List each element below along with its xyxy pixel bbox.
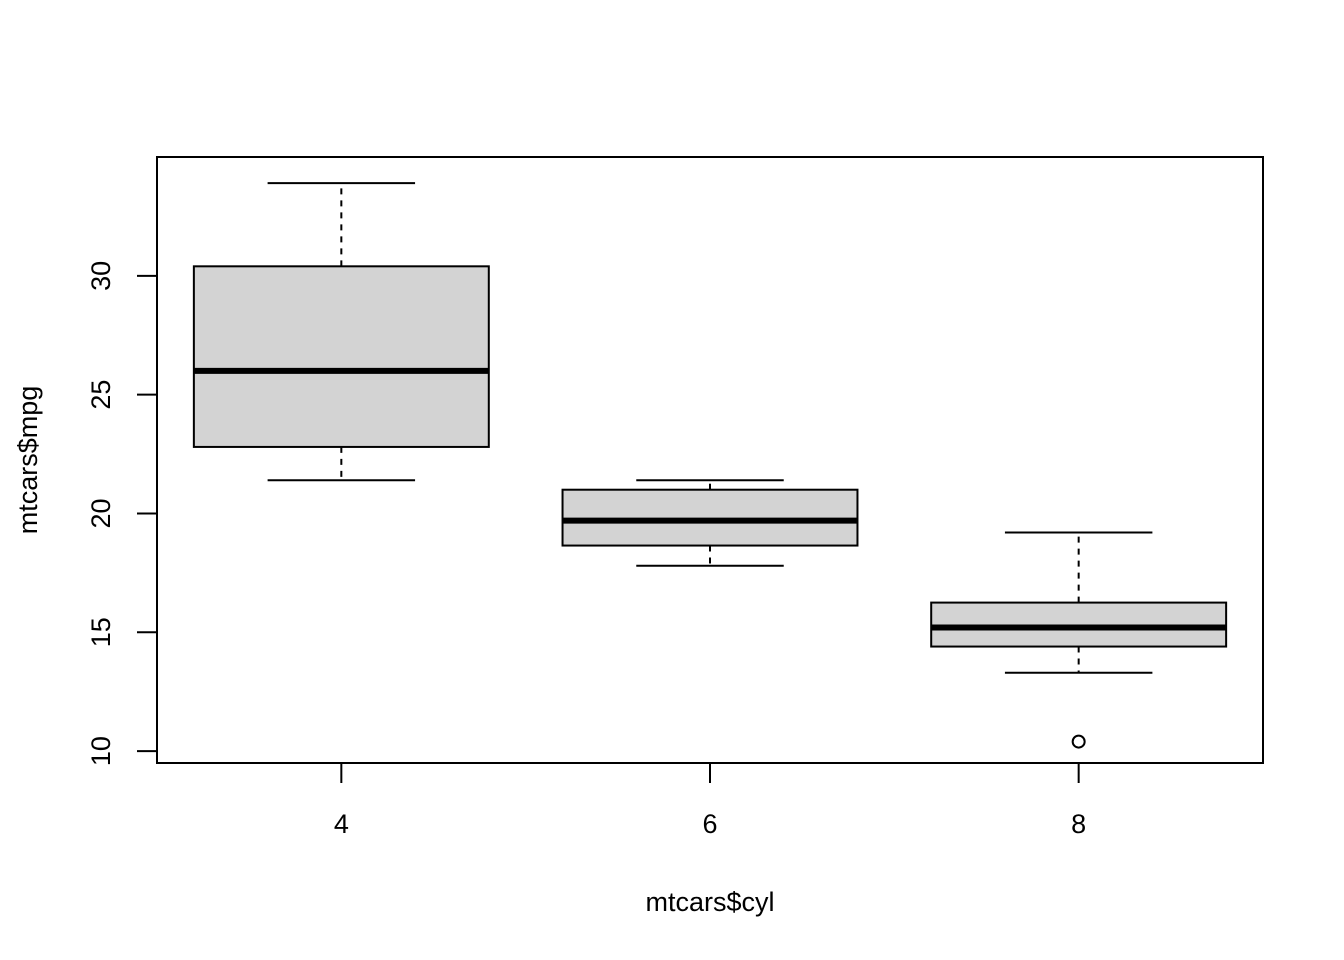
x-axis: 4 6 8 (334, 763, 1086, 839)
y-tick-label: 10 (86, 736, 116, 766)
box-group-6 (561, 479, 859, 567)
y-tick-label: 25 (86, 380, 116, 410)
x-tick-label: 8 (1071, 809, 1086, 839)
box-iqr (192, 265, 490, 448)
outlier-point (1071, 734, 1086, 749)
x-axis-label: mtcars$cyl (645, 887, 774, 917)
box-group-4 (192, 182, 490, 482)
x-tick-label: 6 (702, 809, 717, 839)
y-axis: 10 15 20 25 30 (86, 261, 158, 766)
y-axis-label: mtcars$mpg (13, 386, 43, 535)
y-tick-label: 15 (86, 617, 116, 647)
x-tick-label: 4 (334, 809, 349, 839)
box-group-8 (930, 531, 1228, 749)
y-tick-label: 30 (86, 261, 116, 291)
y-tick-label: 20 (86, 498, 116, 528)
boxes-layer (192, 182, 1228, 749)
